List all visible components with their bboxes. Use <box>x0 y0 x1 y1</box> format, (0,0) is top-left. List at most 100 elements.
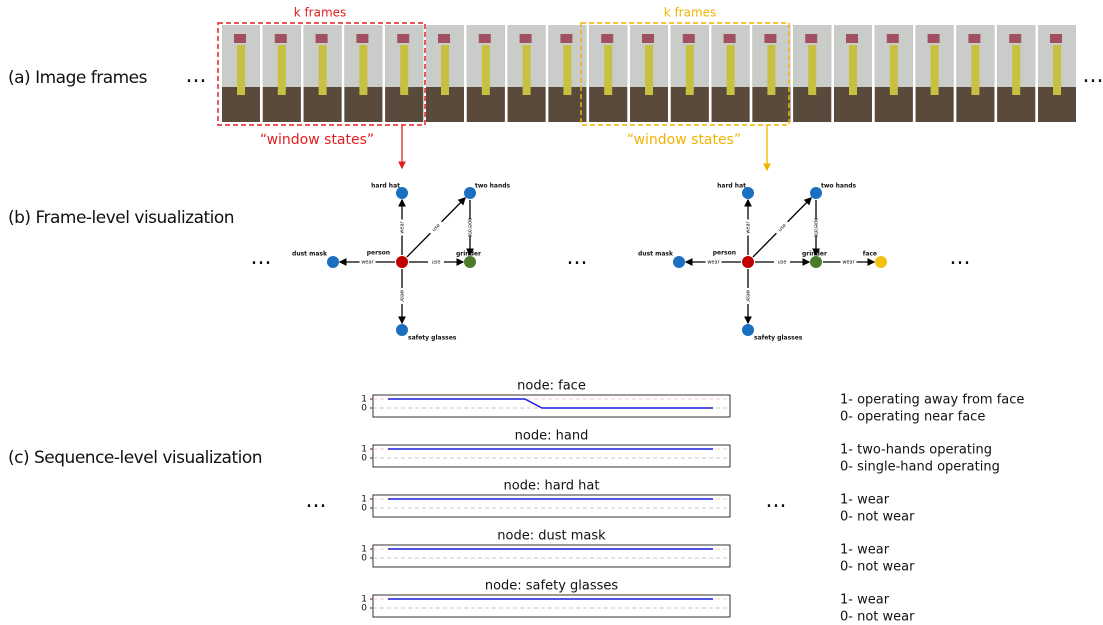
node-label: person <box>713 250 736 257</box>
legend-text: 0- not wear <box>840 560 915 575</box>
frame-person <box>563 45 571 95</box>
frame-person <box>319 45 327 95</box>
ellipsis: ... <box>766 488 787 513</box>
edge-label: wear <box>361 260 374 266</box>
frame-person <box>971 45 979 95</box>
node-label: two hands <box>475 183 511 190</box>
legend-text: 0- not wear <box>840 510 915 525</box>
window-label: k frames <box>664 6 717 20</box>
frame-person <box>523 45 531 95</box>
frame-screen <box>520 34 532 43</box>
frame-screen <box>275 34 287 43</box>
edge-label: use <box>432 260 441 266</box>
edge-label: wear <box>746 220 752 233</box>
node-label: grinder <box>802 251 827 258</box>
frame-screen <box>356 34 368 43</box>
y-tick-label: 0 <box>361 554 367 564</box>
y-tick-label: 0 <box>361 454 367 464</box>
frame-screen <box>887 34 899 43</box>
row-label: (c) Sequence-level visualization <box>8 448 262 468</box>
frame-screen <box>560 34 572 43</box>
frame-person <box>1012 45 1020 95</box>
edge-label: wear <box>399 290 405 303</box>
edge-label: use <box>778 260 787 266</box>
row-label: (b) Frame-level visualization <box>8 208 234 228</box>
legend-text: 1- wear <box>840 493 890 508</box>
ellipsis: ... <box>251 245 272 270</box>
row-label: (a) Image frames <box>8 68 148 88</box>
frame-screen <box>846 34 858 43</box>
frame-person <box>767 45 775 95</box>
window-label: k frames <box>294 6 347 20</box>
frame-person <box>400 45 408 95</box>
frame-screen <box>316 34 328 43</box>
frame-person <box>808 45 816 95</box>
y-tick-label: 0 <box>361 604 367 614</box>
frame-person <box>931 45 939 95</box>
frame-screen <box>642 34 654 43</box>
frame-person <box>849 45 857 95</box>
node-label: safety glasses <box>754 335 803 342</box>
node <box>464 256 476 268</box>
ellipsis: ... <box>567 245 588 270</box>
window-caption: “window states” <box>260 132 374 148</box>
legend-text: 0- operating near face <box>840 410 985 425</box>
figure: (a) Image frames (b) Frame-level visuali… <box>0 0 1103 625</box>
frame-screen <box>438 34 450 43</box>
frame-screen <box>1050 34 1062 43</box>
panel-title: node: hand <box>515 429 589 444</box>
node-label: safety glasses <box>408 335 457 342</box>
legend-text: 1- wear <box>840 543 890 558</box>
node-label: face <box>863 251 877 258</box>
frame-screen <box>968 34 980 43</box>
frame-person <box>727 45 735 95</box>
node <box>742 324 754 336</box>
node-label: hard hat <box>717 183 746 190</box>
node <box>673 256 685 268</box>
panel-title: node: safety glasses <box>485 579 619 594</box>
node-label: dust mask <box>292 251 328 258</box>
legend-text: 0- not wear <box>840 610 915 625</box>
panel-title: node: dust mask <box>497 529 606 544</box>
ellipsis: ... <box>1083 63 1103 88</box>
frame-person <box>1053 45 1061 95</box>
node <box>810 256 822 268</box>
frame-person <box>482 45 490 95</box>
panel-title: node: face <box>517 379 586 394</box>
frame-screen <box>683 34 695 43</box>
frame-person <box>278 45 286 95</box>
node <box>396 256 408 268</box>
edge-label: operate <box>467 218 473 237</box>
edge-label: wear <box>842 260 855 266</box>
frame-person <box>645 45 653 95</box>
legend-text: 1- wear <box>840 593 890 608</box>
frame-screen <box>1009 34 1021 43</box>
edge-label: operate <box>813 218 819 237</box>
window-caption: “window states” <box>627 132 741 148</box>
node-label: dust mask <box>638 251 674 258</box>
node <box>742 256 754 268</box>
frame-screen <box>724 34 736 43</box>
edge-label: wear <box>400 220 406 233</box>
legend-text: 1- operating away from face <box>840 393 1024 408</box>
ellipsis: ... <box>186 63 207 88</box>
panel-title: node: hard hat <box>504 479 600 494</box>
frame-screen <box>764 34 776 43</box>
image-frames <box>222 25 1076 122</box>
ellipsis: ... <box>306 488 327 513</box>
frame-screen <box>805 34 817 43</box>
frame-screen <box>397 34 409 43</box>
frame-screen <box>601 34 613 43</box>
node <box>396 324 408 336</box>
legend-text: 0- single-hand operating <box>840 460 1000 475</box>
frame-screen <box>234 34 246 43</box>
frame-person <box>237 45 245 95</box>
node <box>327 256 339 268</box>
edge-label: wear <box>745 290 751 303</box>
y-tick-label: 0 <box>361 504 367 514</box>
node <box>875 256 887 268</box>
node-label: hard hat <box>371 183 400 190</box>
legend-text: 1- two-hands operating <box>840 443 992 458</box>
node-label: person <box>367 250 390 257</box>
frame-person <box>604 45 612 95</box>
